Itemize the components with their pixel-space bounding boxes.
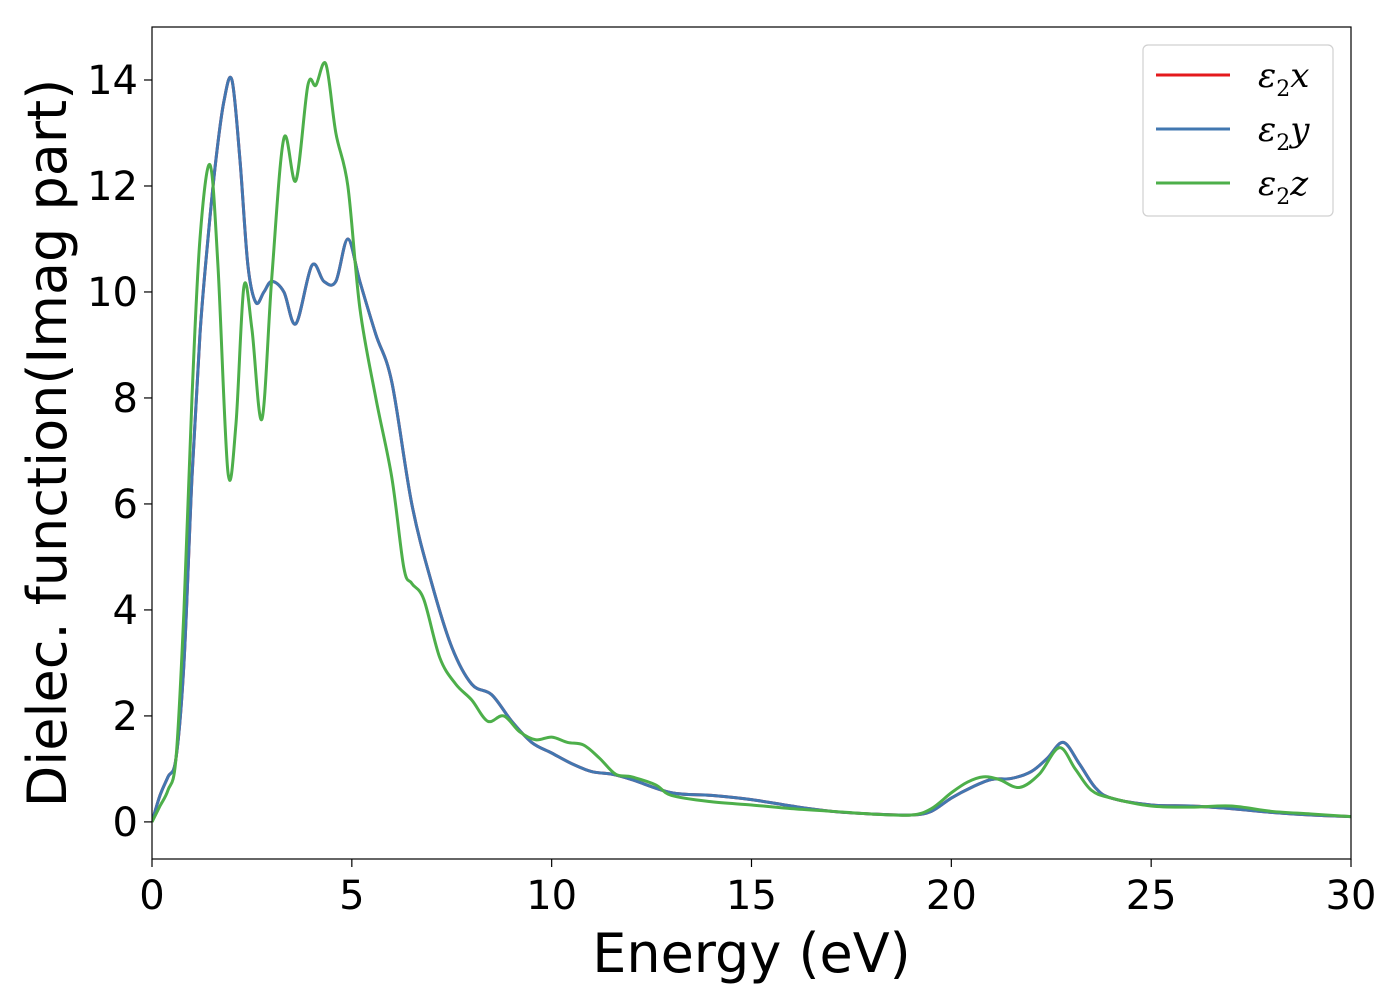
legend-item-y: ε2y bbox=[1156, 110, 1310, 156]
x-tick-label: 10 bbox=[526, 873, 577, 919]
y-axis-ticks: 0 2 4 6 8 10 12 14 bbox=[87, 58, 152, 846]
legend-box bbox=[1142, 44, 1334, 217]
series-line-y bbox=[152, 75, 1351, 823]
x-tick-label: 5 bbox=[339, 873, 364, 919]
y-tick-label: 8 bbox=[113, 376, 138, 422]
y-tick-label: 14 bbox=[87, 58, 138, 104]
y-tick-label: 0 bbox=[113, 800, 138, 846]
x-axis-label: Energy (eV) bbox=[592, 922, 911, 985]
y-tick-label: 6 bbox=[113, 482, 138, 528]
plot-lines bbox=[152, 61, 1351, 823]
x-tick-label: 25 bbox=[1126, 873, 1177, 919]
series-line-z bbox=[152, 61, 1351, 823]
x-tick-label: 15 bbox=[726, 873, 777, 919]
legend: ε2x ε2y ε2z bbox=[1142, 44, 1334, 217]
y-tick-label: 2 bbox=[113, 694, 138, 740]
legend-items: ε2x ε2y ε2z bbox=[1156, 56, 1310, 210]
x-tick-label: 0 bbox=[139, 873, 164, 919]
legend-item-x: ε2x bbox=[1156, 56, 1309, 102]
legend-item-z: ε2z bbox=[1156, 164, 1309, 210]
y-tick-label: 12 bbox=[87, 164, 138, 210]
x-tick-label: 20 bbox=[926, 873, 977, 919]
y-tick-label: 4 bbox=[113, 588, 138, 634]
legend-label: ε2x bbox=[1258, 56, 1309, 102]
y-axis-label: Dielec. function(Imag part) bbox=[16, 79, 79, 808]
y-tick-label: 10 bbox=[87, 270, 138, 316]
legend-label: ε2y bbox=[1258, 110, 1310, 156]
legend-label: ε2z bbox=[1258, 164, 1309, 210]
x-tick-label: 30 bbox=[1326, 873, 1377, 919]
x-axis-ticks: 0 5 10 15 20 25 30 bbox=[139, 859, 1376, 919]
